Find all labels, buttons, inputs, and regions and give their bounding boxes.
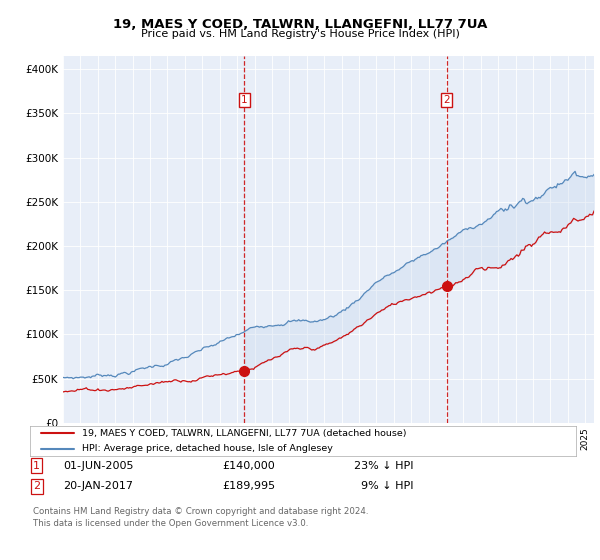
Text: £140,000: £140,000 xyxy=(222,461,275,471)
Text: HPI: Average price, detached house, Isle of Anglesey: HPI: Average price, detached house, Isle… xyxy=(82,444,333,453)
Text: 19, MAES Y COED, TALWRN, LLANGEFNI, LL77 7UA: 19, MAES Y COED, TALWRN, LLANGEFNI, LL77… xyxy=(113,18,487,31)
Text: 20-JAN-2017: 20-JAN-2017 xyxy=(63,481,133,491)
Text: 23% ↓ HPI: 23% ↓ HPI xyxy=(354,461,413,471)
Text: 9% ↓ HPI: 9% ↓ HPI xyxy=(354,481,413,491)
Text: This data is licensed under the Open Government Licence v3.0.: This data is licensed under the Open Gov… xyxy=(33,520,308,529)
Text: 01-JUN-2005: 01-JUN-2005 xyxy=(63,461,133,471)
Text: 2: 2 xyxy=(33,481,40,491)
Text: 1: 1 xyxy=(33,461,40,471)
Text: 2: 2 xyxy=(443,95,450,105)
Text: 19, MAES Y COED, TALWRN, LLANGEFNI, LL77 7UA (detached house): 19, MAES Y COED, TALWRN, LLANGEFNI, LL77… xyxy=(82,429,406,438)
Text: 1: 1 xyxy=(241,95,248,105)
Text: Price paid vs. HM Land Registry's House Price Index (HPI): Price paid vs. HM Land Registry's House … xyxy=(140,29,460,39)
Text: Contains HM Land Registry data © Crown copyright and database right 2024.: Contains HM Land Registry data © Crown c… xyxy=(33,507,368,516)
Text: £189,995: £189,995 xyxy=(222,481,275,491)
